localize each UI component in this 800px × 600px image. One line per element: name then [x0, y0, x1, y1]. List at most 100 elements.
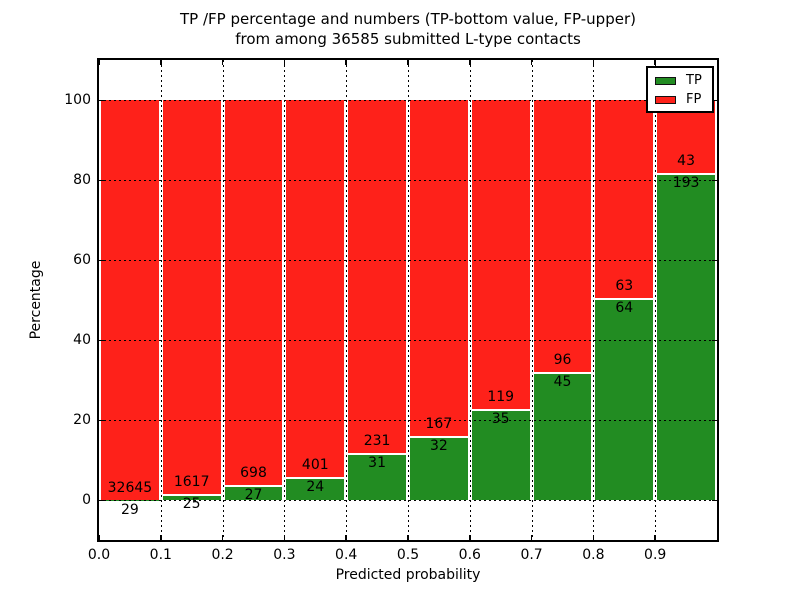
x-tick-label: 0.5 [396, 547, 420, 563]
y-tick-label: 80 [73, 172, 91, 188]
x-tick-mark [407, 60, 409, 65]
y-tick-mark [99, 99, 104, 101]
x-tick-label: 0.3 [273, 547, 296, 563]
x-tick-label: 0.2 [211, 547, 234, 563]
tp-count-label: 29 [120, 501, 139, 518]
fp-count-label: 401 [301, 457, 329, 474]
gridline-vertical [593, 60, 595, 540]
tp-segment [162, 493, 221, 500]
y-tick-mark [712, 499, 717, 501]
stacked-bar [286, 100, 345, 500]
x-tick-mark [160, 535, 162, 540]
fp-segment [348, 100, 406, 453]
stacked-bar [595, 100, 654, 500]
y-axis-label: Percentage [28, 260, 44, 340]
stacked-bar [348, 100, 406, 500]
x-tick-mark [654, 535, 656, 540]
legend-entry: TP [655, 73, 712, 89]
x-tick-mark [283, 60, 286, 65]
x-tick-mark [98, 60, 100, 65]
fp-count-label: 1617 [173, 473, 210, 490]
fp-segment [101, 100, 159, 500]
stacked-bar [162, 100, 221, 500]
x-tick-label: 0.9 [644, 547, 667, 563]
fp-count-label: 63 [615, 278, 634, 295]
x-tick-mark [592, 60, 595, 65]
x-tick-label: 0.6 [458, 547, 481, 563]
fp-segment [286, 100, 345, 478]
x-tick-mark [469, 535, 471, 540]
stacked-bar [224, 100, 283, 500]
y-tick-mark [712, 419, 717, 421]
x-tick-mark [654, 60, 656, 65]
y-tick-label: 20 [73, 412, 91, 428]
fp-count-label: 167 [425, 415, 453, 432]
tp-count-label: 31 [368, 454, 386, 471]
tp-count-label: 25 [182, 495, 201, 512]
tp-count-label: 24 [306, 479, 325, 496]
x-tick-mark [221, 60, 224, 65]
legend-label: FP [686, 92, 702, 107]
gridline-vertical [408, 60, 409, 540]
y-tick-label: 0 [82, 492, 91, 508]
fp-count-label: 119 [487, 389, 515, 406]
fp-segment [471, 100, 530, 410]
x-tick-label: 0.7 [520, 547, 543, 563]
fp-segment [533, 100, 592, 373]
fp-segment [224, 100, 283, 486]
x-tick-mark [592, 535, 595, 540]
y-tick-mark [712, 179, 717, 181]
y-tick-mark [99, 419, 104, 421]
gridline-vertical [346, 60, 348, 540]
x-tick-mark [530, 535, 533, 540]
x-tick-label: 0.1 [149, 547, 172, 563]
chart-title-line1: TP /FP percentage and numbers (TP-bottom… [180, 10, 636, 28]
x-tick-mark [407, 535, 409, 540]
stacked-bar [533, 100, 592, 500]
tp-segment [348, 452, 406, 500]
fp-segment [410, 100, 468, 436]
tp-segment [657, 172, 715, 500]
y-tick-mark [99, 179, 104, 181]
tp-segment [595, 298, 654, 500]
y-tick-mark [712, 99, 717, 101]
stacked-bar [101, 100, 159, 500]
legend-swatch-fp [655, 96, 676, 104]
fp-segment [595, 100, 654, 299]
y-tick-mark [99, 259, 104, 261]
gridline-vertical [469, 60, 471, 540]
tp-segment [533, 372, 592, 500]
tp-count-label: 32 [429, 437, 448, 454]
fp-segment [162, 100, 221, 494]
x-tick-mark [345, 60, 347, 65]
tp-segment [286, 477, 345, 500]
fp-count-label: 231 [363, 432, 391, 449]
legend-entry: FP [655, 92, 712, 108]
x-tick-label: 0.0 [87, 547, 111, 563]
stacked-bar [657, 100, 715, 500]
gridline-vertical [531, 60, 533, 540]
chart-title-line2: from among 36585 submitted L-type contac… [235, 30, 581, 48]
x-tick-mark [469, 60, 471, 65]
gridline-vertical [655, 60, 657, 540]
y-tick-mark [712, 339, 717, 341]
gridline-vertical [160, 60, 162, 540]
tp-count-label: 27 [244, 487, 263, 504]
y-tick-label: 100 [64, 92, 91, 108]
fp-count-label: 32645 [107, 479, 153, 496]
tp-count-label: 35 [491, 411, 510, 428]
gridline-vertical [222, 60, 224, 540]
x-tick-mark [345, 535, 347, 540]
stacked-bar [471, 100, 530, 500]
y-tick-label: 60 [73, 252, 91, 268]
legend: TP FP [646, 66, 714, 113]
tp-count-label: 64 [615, 300, 634, 317]
x-axis-label: Predicted probability [335, 567, 481, 583]
legend-label: TP [686, 73, 702, 88]
x-tick-mark [283, 535, 286, 540]
x-tick-label: 0.8 [582, 547, 605, 563]
fp-count-label: 96 [553, 352, 572, 369]
x-tick-mark [530, 60, 533, 65]
y-tick-mark [99, 339, 104, 341]
